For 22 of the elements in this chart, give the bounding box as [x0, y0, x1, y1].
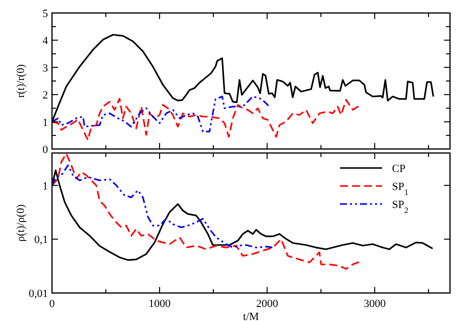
- y-axis-title: r(t)/r(0): [15, 64, 27, 98]
- legend-label: SP$_{1}$: [392, 181, 408, 196]
- y-tick-label: 3: [42, 62, 48, 74]
- y-axis-title: ρ(t)/ρ(0): [15, 204, 27, 242]
- y-tick-label: 4: [42, 35, 48, 48]
- x-tick-label: 2000: [256, 298, 279, 310]
- y-tick-label: 1: [42, 116, 48, 129]
- line-series: [52, 96, 270, 132]
- y-tick-label: 0: [42, 144, 48, 156]
- y-tick-label: 5: [42, 8, 48, 20]
- y-tick-label: 2: [42, 90, 48, 102]
- line-series: [52, 98, 360, 141]
- legend-label: CP: [392, 163, 406, 175]
- y-tick-label: 1: [42, 180, 48, 192]
- line-series: [52, 153, 360, 270]
- y-tick-label: 0,01: [28, 288, 48, 300]
- x-tick-label: 3000: [364, 298, 386, 310]
- legend-label: SP$_{2}$: [392, 199, 408, 214]
- x-tick-label: 1000: [148, 298, 172, 310]
- y-tick-label: 0,1: [34, 234, 48, 246]
- line-series: [52, 164, 274, 248]
- x-axis-title: t/M: [243, 311, 260, 321]
